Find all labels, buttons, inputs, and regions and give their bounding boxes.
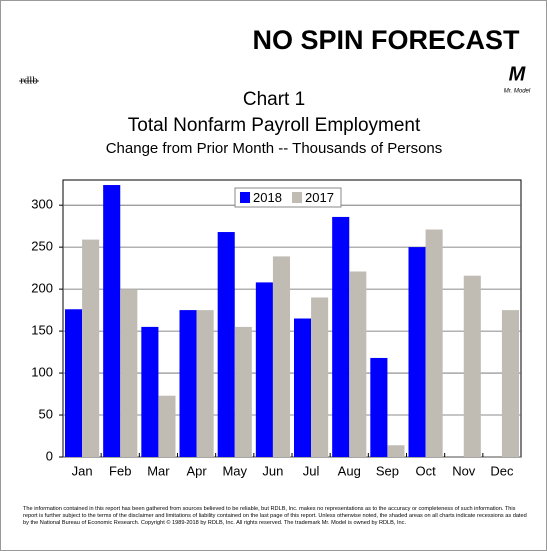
y-tick-label: 50 xyxy=(39,406,53,421)
x-tick-label: Jan xyxy=(72,463,93,478)
chart-subtitle: Total Nonfarm Payroll Employment xyxy=(128,115,421,136)
y-tick-label: 150 xyxy=(31,323,53,338)
x-tick-label: Sep xyxy=(376,463,399,478)
bar xyxy=(408,247,426,457)
right-logo: M xyxy=(509,63,527,85)
bar xyxy=(294,318,312,457)
brand: NO SPIN FORECAST xyxy=(252,25,520,55)
x-tick-label: Feb xyxy=(109,463,131,478)
bar xyxy=(217,232,235,457)
bar xyxy=(103,185,121,457)
bar xyxy=(65,309,83,457)
x-tick-label: Aug xyxy=(338,463,361,478)
bar xyxy=(332,216,350,457)
bar xyxy=(234,326,252,457)
axis-note: Change from Prior Month -- Thousands of … xyxy=(106,140,443,157)
bar xyxy=(370,357,388,457)
x-tick-label: Apr xyxy=(186,463,207,478)
y-tick-label: 100 xyxy=(31,364,53,379)
bar xyxy=(255,282,273,457)
legend-label: 2018 xyxy=(253,190,282,205)
chart-title: Chart 1 xyxy=(243,89,305,110)
x-tick-label: Mar xyxy=(147,463,170,478)
legend-box xyxy=(234,187,342,208)
bar xyxy=(82,239,100,457)
bar xyxy=(425,229,443,457)
y-tick-label: 0 xyxy=(46,448,53,463)
bar xyxy=(196,310,214,457)
footer: The information contained in this report… xyxy=(23,506,527,526)
left-logo: rdlb xyxy=(20,75,38,87)
bar xyxy=(158,395,176,457)
bar xyxy=(463,275,481,457)
x-tick-label: Oct xyxy=(415,463,436,478)
bar xyxy=(179,310,197,457)
bar xyxy=(349,271,367,457)
bar xyxy=(311,297,329,457)
bar xyxy=(387,445,405,457)
y-tick-label: 300 xyxy=(31,197,53,212)
x-tick-label: Jun xyxy=(262,463,283,478)
x-tick-label: Dec xyxy=(490,463,514,478)
chart: NO SPIN FORECAST rdlb M Mr. Model Chart … xyxy=(19,25,531,478)
x-tick-label: May xyxy=(222,463,247,478)
bar xyxy=(120,289,138,457)
bar xyxy=(272,256,290,457)
x-tick-label: Nov xyxy=(452,463,476,478)
right-logo-caption: Mr. Model xyxy=(504,89,531,95)
y-tick-label: 200 xyxy=(31,281,53,296)
legend-swatch xyxy=(292,192,302,203)
legend-swatch xyxy=(240,192,250,203)
y-tick-label: 250 xyxy=(31,239,53,254)
x-tick-label: Jul xyxy=(303,463,320,478)
bar xyxy=(141,326,159,457)
bar xyxy=(501,310,519,457)
legend-label: 2017 xyxy=(305,190,334,205)
